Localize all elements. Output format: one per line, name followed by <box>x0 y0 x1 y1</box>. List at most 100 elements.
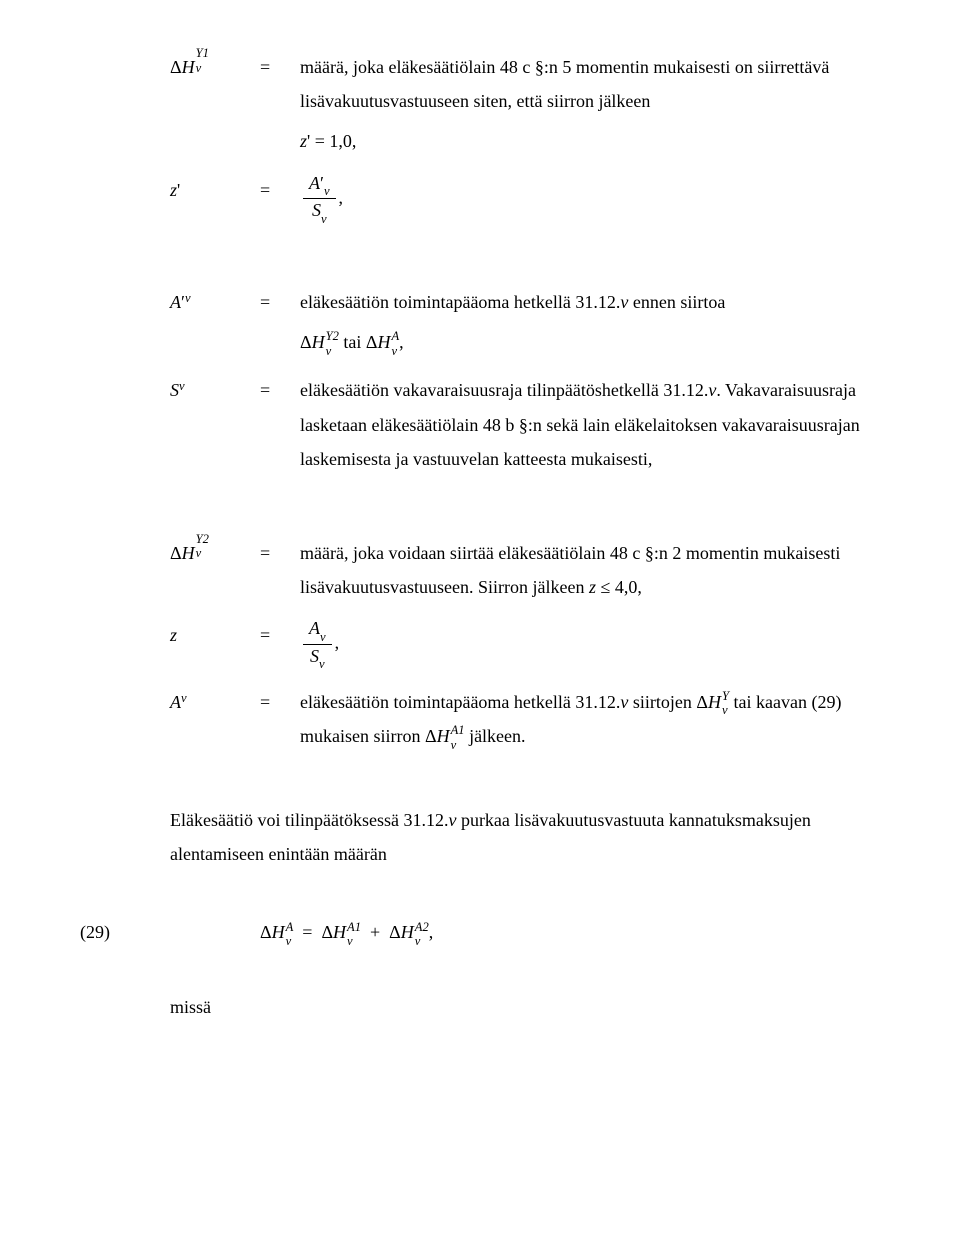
definition-rhs: määrä, joka voidaan siirtää eläkesäätiöl… <box>300 536 860 604</box>
supsub: Y2 v <box>326 333 339 354</box>
definition-rhs: eläkesäätiön toimintapääoma hetkellä 31.… <box>300 685 860 753</box>
sub: v <box>286 936 294 947</box>
definition-lhs: Av <box>170 685 260 719</box>
sup: A <box>391 331 399 342</box>
text: eläkesäätiön vakavaraisuusraja tilinpäät… <box>300 380 708 400</box>
delta: Δ <box>260 922 272 942</box>
var-S: S <box>310 646 319 666</box>
supsub: A1v <box>451 727 465 748</box>
definition-rhs: eläkesäätiön vakavaraisuusraja tilinpäät… <box>300 373 860 476</box>
var-z: z <box>170 173 177 207</box>
prime: ' <box>307 131 310 151</box>
equals: = <box>302 922 312 942</box>
sub: v <box>179 375 185 399</box>
supsub: Yv <box>722 693 729 714</box>
var-A: A <box>170 685 181 719</box>
definition-row: A′v = eläkesäätiön toimintapääoma hetkel… <box>170 285 860 359</box>
sub: v <box>326 346 339 357</box>
sub: v <box>722 705 729 716</box>
definition-lhs: z' <box>170 173 260 207</box>
sub: v <box>324 184 330 198</box>
sup: A2 <box>415 922 429 933</box>
sub: v <box>319 657 325 671</box>
delta: Δ <box>170 536 182 570</box>
sub: v <box>347 936 361 947</box>
definition-rhs: eläkesäätiön toimintapääoma hetkellä 31.… <box>300 285 860 359</box>
supsub: Y1 v <box>196 50 209 71</box>
var-z: z <box>170 618 177 652</box>
equals: = <box>315 131 325 151</box>
plus: + <box>370 922 380 942</box>
definition-row: Av = eläkesäätiön toimintapääoma hetkell… <box>170 685 860 753</box>
text: jälkeen. <box>469 726 525 746</box>
var-H: H <box>182 50 195 84</box>
supsub: A1 v <box>347 924 361 945</box>
equals: = <box>260 173 300 207</box>
equation-number: (29) <box>80 915 170 949</box>
sup: Y2 <box>196 534 209 545</box>
sub: v <box>185 287 191 311</box>
text-tai: tai <box>343 332 366 352</box>
definition-rhs: määrä, joka eläkesäätiölain 48 c §:n 5 m… <box>300 50 860 159</box>
sub: v <box>181 687 187 711</box>
var-H: H <box>182 536 195 570</box>
equals: = <box>260 285 300 319</box>
value: 1,0 <box>329 131 352 151</box>
delta: Δ <box>696 692 708 712</box>
definition-rhs: A′v Sv , <box>300 173 860 225</box>
equals: = <box>260 373 300 407</box>
sub: v <box>415 936 429 947</box>
delta: Δ <box>366 332 378 352</box>
definition-text: määrä, joka eläkesäätiölain 48 c §:n 5 m… <box>300 57 829 111</box>
sub: v <box>196 63 209 74</box>
text: eläkesäätiön toimintapääoma hetkellä 31.… <box>300 692 620 712</box>
definition-lhs: Sv <box>170 373 260 407</box>
var-H: H <box>333 922 346 942</box>
comma: , <box>637 577 642 597</box>
comma: , <box>429 922 434 942</box>
delta: Δ <box>425 726 437 746</box>
comma: , <box>352 131 357 151</box>
equation-body: ΔHAv = ΔHA1v + ΔHA2v, <box>170 915 433 949</box>
equals: = <box>260 50 300 84</box>
var-A: A <box>309 173 320 193</box>
where-label: missä <box>80 990 860 1024</box>
delta: Δ <box>300 332 312 352</box>
sup: A1 <box>347 922 361 933</box>
definition-row: z = Av Sv , <box>170 618 860 670</box>
sub: v <box>321 212 327 226</box>
equals: = <box>260 618 300 652</box>
sup: Y2 <box>326 331 339 342</box>
text: ennen siirtoa <box>628 292 725 312</box>
sub: v <box>196 548 209 559</box>
definition-row: z' = A′v Sv , <box>170 173 860 225</box>
equals: = <box>260 685 300 719</box>
var-A: A <box>170 285 181 319</box>
definition-row: Sv = eläkesäätiön vakavaraisuusraja tili… <box>170 373 860 476</box>
supsub: A2 v <box>415 924 429 945</box>
sup: A1 <box>451 725 465 736</box>
var-H: H <box>708 692 721 712</box>
numbered-equation: (29) ΔHAv = ΔHA1v + ΔHA2v, <box>80 915 860 949</box>
var-z: z <box>589 577 596 597</box>
fraction: A′v Sv <box>303 173 336 225</box>
definition-lhs: z <box>170 618 260 652</box>
sup: Y1 <box>196 48 209 59</box>
text: siirtojen <box>628 692 696 712</box>
prime: ' <box>177 173 180 207</box>
definition-row: ΔHY2 v = määrä, joka voidaan siirtää eläk… <box>170 536 860 604</box>
definition-lhs: ΔHY1v <box>170 50 260 84</box>
definition-rhs: Av Sv , <box>300 618 860 670</box>
sup: A <box>286 922 294 933</box>
var-S: S <box>312 200 321 220</box>
definition-lhs: ΔHY2 v <box>170 536 260 570</box>
sub: v <box>320 630 326 644</box>
supsub: Y2 v <box>196 536 209 557</box>
sup: Y <box>722 691 729 702</box>
var-A: A <box>309 618 320 638</box>
comma: , <box>335 633 340 653</box>
var-H: H <box>272 922 285 942</box>
equals: = <box>260 536 300 570</box>
text: Eläkesäätiö voi tilinpäätöksessä 31.12. <box>170 810 448 830</box>
comma: , <box>399 332 404 352</box>
